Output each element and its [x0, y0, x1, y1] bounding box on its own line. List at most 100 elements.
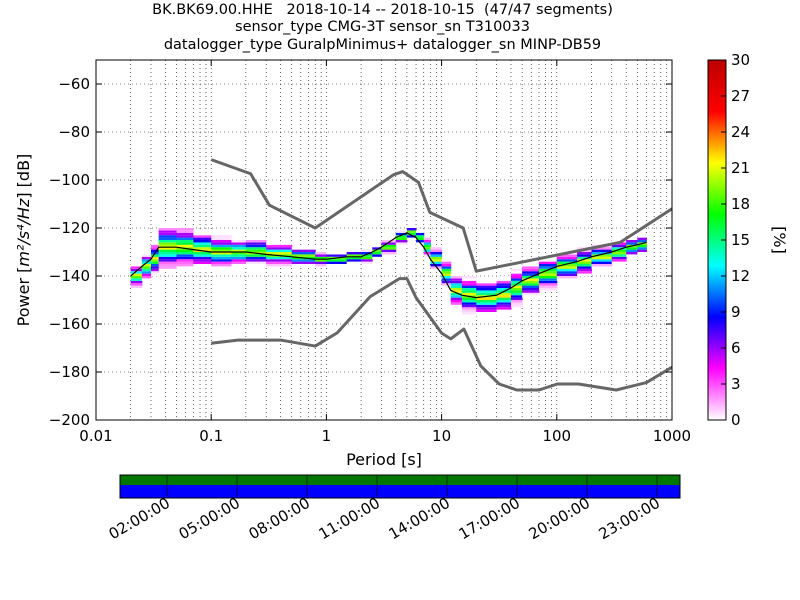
psd-cell: [211, 244, 232, 248]
psd-cell: [193, 232, 212, 236]
time-tick-label: 20:00:00: [526, 494, 593, 543]
psd-cell: [423, 244, 431, 248]
psd-cell: [211, 242, 232, 245]
psd-cell: [315, 252, 327, 255]
psd-cell: [193, 264, 212, 267]
psd-cell: [176, 232, 194, 236]
y-axis-label: Power [m²/s⁴/Hz] [dB]: [14, 154, 33, 327]
psd-cell: [141, 254, 152, 257]
psd-cell: [130, 278, 143, 281]
psd-cell: [211, 247, 232, 250]
psd-cell: [291, 252, 316, 255]
psd-cell: [538, 259, 558, 262]
psd-cell: [291, 261, 316, 264]
psd-cell: [496, 276, 512, 279]
psd-cell: [611, 249, 627, 252]
title-line-3: datalogger_type GuralpMinimus+ datalogge…: [163, 37, 602, 53]
psd-cell: [150, 256, 160, 260]
psd-cell: [372, 249, 382, 252]
psd-cell: [538, 276, 558, 279]
psd-cell: [158, 249, 178, 252]
psd-cell: [591, 261, 613, 264]
psd-cell: [522, 295, 540, 298]
psd-cell: [326, 259, 348, 262]
time-tick-label: 02:00:00: [106, 494, 173, 543]
psd-cell: [461, 307, 477, 310]
psd-cell: [211, 240, 232, 243]
x-tick-label: 100: [542, 427, 571, 445]
psd-cell: [158, 264, 178, 267]
psd-cell: [231, 259, 247, 262]
colorbar-tick-label: 3: [731, 375, 741, 393]
psd-cell: [130, 273, 143, 276]
time-tick-label: 14:00:00: [386, 494, 453, 543]
psd-cell: [158, 247, 178, 250]
psd-cell: [496, 297, 512, 300]
y-tick-label: −120: [49, 219, 90, 237]
psd-cell: [510, 297, 523, 300]
psd-cell: [193, 240, 212, 243]
psd-cell: [461, 288, 477, 291]
psd-cell: [130, 276, 143, 279]
psd-cell: [193, 266, 212, 269]
psd-cell: [326, 261, 348, 264]
psd-cell: [130, 268, 143, 272]
psd-cell: [496, 300, 512, 303]
psd-cell: [245, 264, 267, 267]
psd-cell: [176, 261, 194, 264]
psd-cell: [158, 252, 178, 255]
psd-cell: [591, 252, 613, 255]
psd-cell: [441, 261, 452, 264]
psd-cell: [556, 261, 578, 264]
psd-cell: [577, 259, 592, 262]
psd-cell: [193, 237, 212, 240]
psd-cell: [130, 271, 143, 274]
psd-cell: [476, 288, 498, 291]
psd-cell: [150, 254, 160, 257]
psd-cell: [538, 261, 558, 264]
psd-cell: [193, 254, 212, 257]
psd-cell: [496, 280, 512, 284]
psd-cell: [315, 254, 327, 257]
psd-cell: [522, 283, 540, 286]
psd-cell: [626, 240, 638, 243]
psd-cell: [637, 252, 647, 255]
psd-cell: [266, 252, 293, 255]
psd-cell: [381, 252, 397, 255]
colorbar-tick-label: 21: [731, 159, 750, 177]
psd-cell: [556, 256, 578, 260]
psd-cell: [450, 290, 463, 293]
psd-cell: [423, 247, 431, 250]
psd-cell: [441, 276, 452, 279]
psd-cell: [577, 261, 592, 264]
psd-cell: [450, 304, 463, 308]
psd-cell: [510, 302, 523, 305]
psd-cell: [381, 244, 397, 248]
psd-cell: [510, 285, 523, 288]
psd-cell: [245, 242, 267, 245]
psd-cell: [381, 249, 397, 252]
psd-cell: [141, 268, 152, 272]
psd-cell: [637, 235, 647, 238]
psd-cell: [361, 261, 373, 264]
psd-cell: [231, 240, 247, 243]
psd-cell: [430, 249, 443, 252]
psd-cell: [231, 242, 247, 245]
psd-cell: [476, 292, 498, 296]
psd-cell: [496, 309, 512, 312]
psd-cell: [372, 244, 382, 248]
psd-cell: [176, 225, 194, 228]
psd-cell: [450, 283, 463, 286]
psd-cell: [372, 252, 382, 255]
grid: [96, 60, 672, 420]
colorbar-tick-label: 24: [731, 123, 750, 141]
psd-cell: [450, 280, 463, 284]
psd-cell: [577, 273, 592, 276]
psd-cell: [450, 276, 463, 279]
psd-cell: [158, 259, 178, 262]
psd-cell: [211, 256, 232, 260]
psd-cell: [522, 280, 540, 284]
psd-cell: [266, 264, 293, 267]
psd-cell: [150, 271, 160, 274]
psd-cell: [372, 247, 382, 250]
